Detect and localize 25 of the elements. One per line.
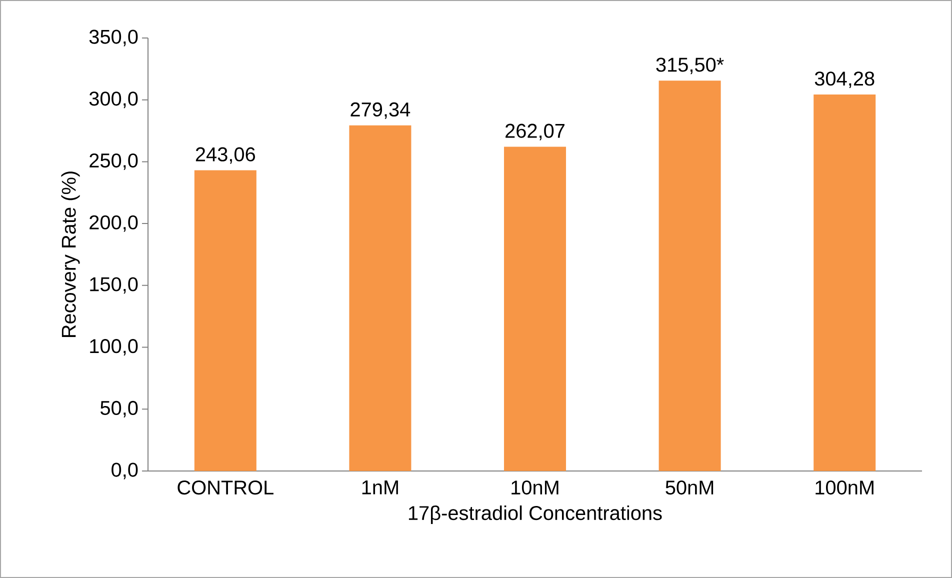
bar: [814, 94, 876, 471]
y-tick-label: 150,0: [90, 277, 138, 294]
data-label: 315,50*: [656, 58, 724, 74]
y-tick-label: 100,0: [90, 339, 138, 356]
y-tick-label: 350,0: [89, 30, 138, 46]
bar: [194, 170, 256, 471]
y-tick-label: 50,0: [100, 400, 138, 418]
bar: [658, 80, 721, 471]
data-label: 262,07: [506, 124, 564, 140]
bar: [349, 125, 412, 471]
data-label: 304,28: [814, 72, 874, 88]
data-label: 279,34: [350, 102, 410, 119]
x-tick-label: 100nM: [816, 480, 874, 495]
data-label: 243,06: [196, 147, 255, 164]
x-axis-title: 17β-estradiol Concentrations: [408, 505, 662, 524]
x-tick-label: 50nM: [666, 480, 714, 495]
x-tick-label: CONTROL: [178, 480, 274, 495]
x-tick-label: 10nM: [512, 480, 558, 495]
y-tick-label: 200,0: [90, 215, 138, 232]
x-tick-label: 1nM: [362, 480, 398, 494]
y-axis-title: Recovery Rate (%): [61, 172, 80, 337]
y-tick-label: 0,0: [112, 462, 138, 480]
y-tick-label: 250,0: [90, 153, 138, 170]
y-tick-label: 300,0: [89, 92, 138, 108]
bar: [504, 146, 566, 471]
